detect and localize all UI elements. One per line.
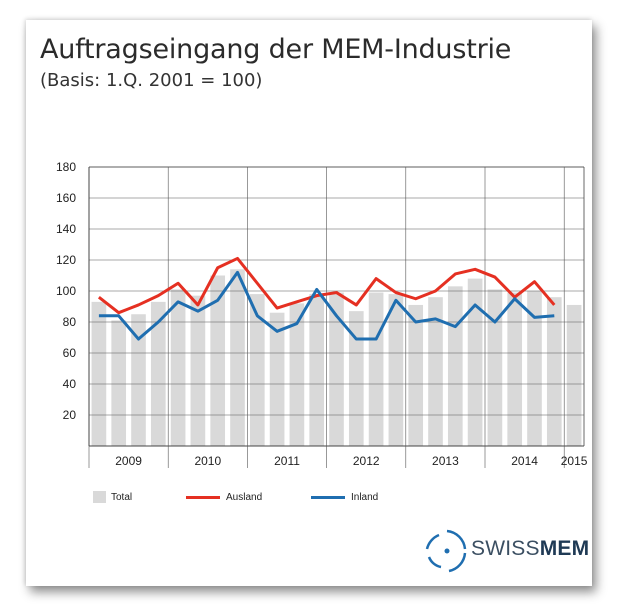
y-tick-label: 160 <box>56 191 76 205</box>
bar-total <box>566 304 582 446</box>
legend-item-total: Total <box>93 490 132 504</box>
x-tick-label: 2011 <box>274 454 300 468</box>
swissmem-arc-logo-icon <box>425 529 467 573</box>
bar-total <box>447 286 463 446</box>
x-tick-label: 2010 <box>194 454 221 468</box>
bar-total <box>467 278 483 446</box>
series-line-inland <box>98 270 555 341</box>
bar-total <box>111 320 127 446</box>
bar-total <box>487 289 503 446</box>
bar-total <box>309 294 325 446</box>
legend-swatch-ausland <box>186 495 220 499</box>
bar-total <box>368 292 384 446</box>
bar-total <box>428 297 443 446</box>
y-tick-label: 20 <box>63 408 77 422</box>
chart-title: Auftragseingang der MEM-Industrie <box>40 34 512 65</box>
bar-total <box>170 289 186 446</box>
y-tick-label: 100 <box>56 284 76 298</box>
x-tick-label: 2012 <box>353 454 380 468</box>
legend-label-ausland: Ausland <box>226 491 263 503</box>
y-tick-label: 120 <box>56 253 76 267</box>
bar-total <box>527 291 542 446</box>
legend-item-ausland: Ausland <box>186 490 262 504</box>
logo-text-light: SWISS <box>471 537 540 560</box>
y-tick-label: 40 <box>63 377 77 391</box>
x-tick-label: 2009 <box>115 454 142 468</box>
legend-item-inland: Inland <box>311 490 378 504</box>
bar-total <box>546 297 562 446</box>
bar-total <box>507 292 523 446</box>
bar-total <box>150 301 166 446</box>
x-tick-label: 2015 <box>561 454 588 468</box>
bar-total <box>329 292 344 446</box>
bar-total <box>230 269 245 446</box>
legend-label-inland: Inland <box>351 491 379 503</box>
legend-label-total: Total <box>111 491 133 503</box>
series-line-ausland <box>97 256 556 315</box>
bar-total <box>91 301 107 446</box>
legend-swatch-inland <box>311 495 345 499</box>
chart-subtitle: (Basis: 1.Q. 2001 = 100) <box>40 70 263 91</box>
bar-total <box>269 312 285 446</box>
bar-total <box>408 304 424 446</box>
y-tick-label: 140 <box>56 222 76 236</box>
legend-swatch-total <box>93 491 106 503</box>
x-tick-label: 2014 <box>511 454 538 468</box>
bar-total <box>249 294 265 446</box>
y-tick-label: 80 <box>63 315 77 329</box>
bar-total <box>131 314 146 446</box>
bar-total <box>289 303 305 446</box>
bar-total <box>210 275 226 446</box>
logo-text-bold: MEM <box>539 537 590 560</box>
y-tick-label: 180 <box>56 160 76 174</box>
y-tick-label: 60 <box>63 346 77 360</box>
x-tick-label: 2013 <box>432 454 459 468</box>
logo-wordmark: SWISSMEM <box>471 537 589 561</box>
bar-total <box>388 294 404 446</box>
bar-total <box>190 295 206 446</box>
bar-total <box>348 311 364 446</box>
